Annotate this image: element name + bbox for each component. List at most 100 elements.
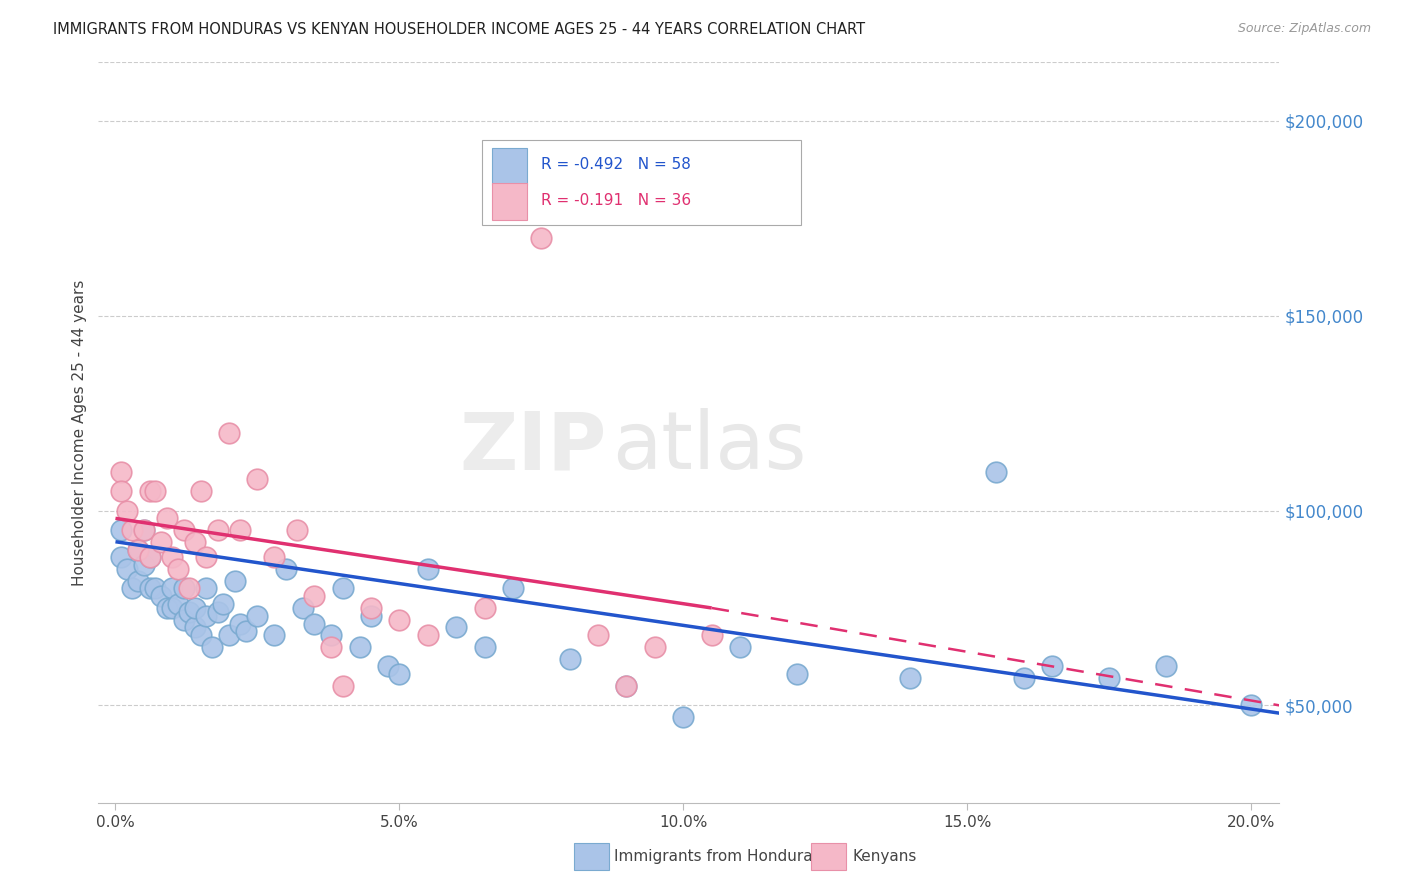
Point	[190, 484, 212, 499]
Point	[115, 503, 138, 517]
Point	[302, 589, 325, 603]
FancyBboxPatch shape	[482, 140, 801, 226]
Point	[302, 616, 325, 631]
Point	[558, 651, 581, 665]
Point	[1240, 698, 1263, 713]
Point	[388, 667, 411, 681]
Point	[984, 465, 1007, 479]
Point	[502, 582, 524, 596]
Point	[229, 616, 252, 631]
Point	[132, 523, 155, 537]
Text: Kenyans: Kenyans	[852, 849, 917, 863]
Point	[285, 523, 308, 537]
Point	[195, 608, 218, 623]
Point	[1154, 659, 1177, 673]
Point	[195, 582, 218, 596]
Point	[179, 605, 201, 619]
Point	[132, 523, 155, 537]
Point	[360, 608, 382, 623]
Point	[586, 628, 609, 642]
Point	[184, 534, 207, 549]
Point	[212, 597, 235, 611]
Point	[155, 511, 177, 525]
Point	[127, 542, 149, 557]
Point	[444, 620, 467, 634]
Point	[1098, 671, 1121, 685]
Point	[121, 523, 143, 537]
Text: R = -0.492   N = 58: R = -0.492 N = 58	[541, 157, 692, 172]
Point	[143, 484, 166, 499]
Point	[184, 620, 207, 634]
Point	[728, 640, 751, 654]
Point	[246, 608, 269, 623]
Point	[138, 582, 160, 596]
Point	[207, 605, 229, 619]
Point	[167, 597, 190, 611]
Point	[195, 550, 218, 565]
Y-axis label: Householder Income Ages 25 - 44 years: Householder Income Ages 25 - 44 years	[72, 279, 87, 586]
Point	[291, 601, 314, 615]
Point	[332, 582, 354, 596]
Point	[155, 601, 177, 615]
Point	[360, 601, 382, 615]
Text: IMMIGRANTS FROM HONDURAS VS KENYAN HOUSEHOLDER INCOME AGES 25 - 44 YEARS CORRELA: IMMIGRANTS FROM HONDURAS VS KENYAN HOUSE…	[53, 22, 866, 37]
Point	[138, 484, 160, 499]
Point	[121, 582, 143, 596]
Text: ZIP: ZIP	[458, 409, 606, 486]
Point	[263, 550, 285, 565]
Point	[1040, 659, 1063, 673]
Text: Immigrants from Honduras: Immigrants from Honduras	[614, 849, 821, 863]
Point	[179, 582, 201, 596]
Point	[162, 550, 183, 565]
Point	[201, 640, 224, 654]
Bar	[492, 183, 527, 220]
Point	[132, 558, 155, 573]
Point	[416, 562, 439, 576]
Text: atlas: atlas	[612, 409, 807, 486]
Point	[246, 472, 269, 486]
Point	[616, 679, 638, 693]
Point	[173, 523, 195, 537]
Point	[530, 231, 553, 245]
Point	[700, 628, 723, 642]
Point	[127, 574, 149, 588]
Point	[184, 601, 207, 615]
Point	[167, 562, 190, 576]
Point	[672, 710, 695, 724]
Point	[616, 679, 638, 693]
Point	[274, 562, 297, 576]
Point	[110, 465, 132, 479]
Point	[162, 582, 183, 596]
Point	[190, 628, 212, 642]
Text: R = -0.191   N = 36: R = -0.191 N = 36	[541, 194, 692, 209]
Point	[110, 550, 132, 565]
Point	[1012, 671, 1035, 685]
Point	[349, 640, 371, 654]
Text: Source: ZipAtlas.com: Source: ZipAtlas.com	[1237, 22, 1371, 36]
Point	[474, 601, 496, 615]
Point	[644, 640, 666, 654]
Point	[474, 640, 496, 654]
Point	[138, 550, 160, 565]
Point	[149, 589, 172, 603]
Point	[173, 582, 195, 596]
Point	[377, 659, 399, 673]
Point	[110, 523, 132, 537]
Point	[127, 542, 149, 557]
Bar	[492, 147, 527, 185]
Point	[263, 628, 285, 642]
Point	[235, 624, 257, 639]
Point	[143, 582, 166, 596]
Point	[321, 640, 343, 654]
Point	[900, 671, 922, 685]
Point	[173, 613, 195, 627]
Point	[332, 679, 354, 693]
Point	[786, 667, 808, 681]
Point	[218, 425, 240, 440]
Point	[388, 613, 411, 627]
Point	[416, 628, 439, 642]
Point	[162, 601, 183, 615]
Point	[115, 562, 138, 576]
Point	[224, 574, 246, 588]
Point	[207, 523, 229, 537]
